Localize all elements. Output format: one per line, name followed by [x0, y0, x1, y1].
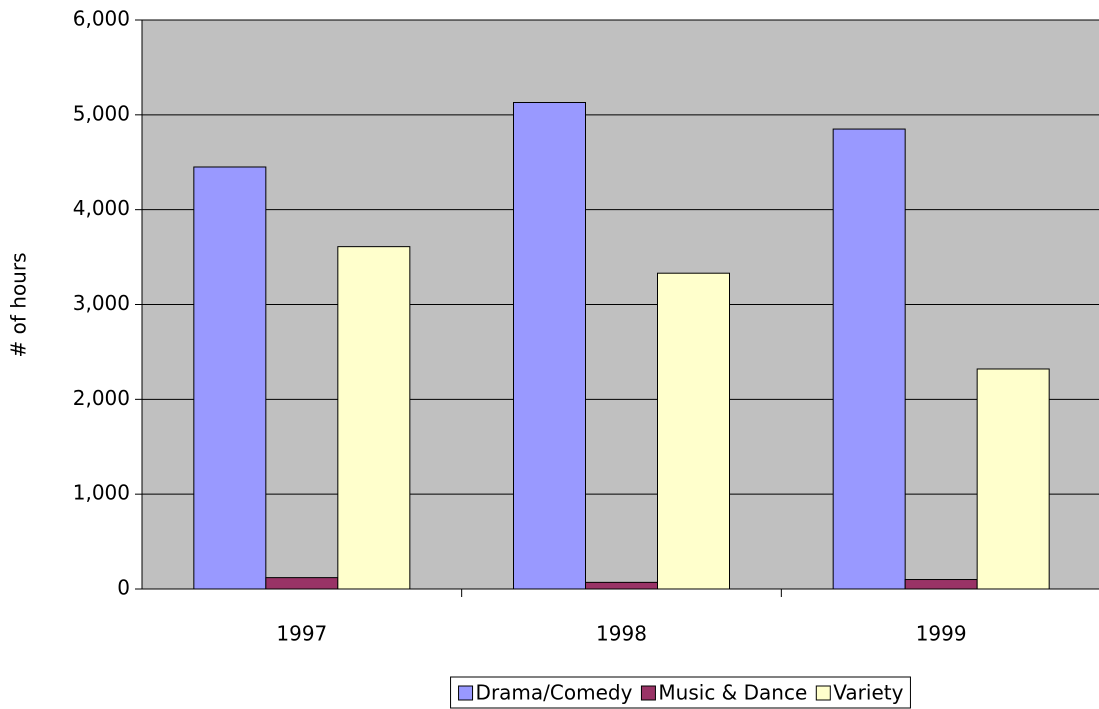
- x-tick-label: 1998: [596, 622, 647, 646]
- legend: Drama/Comedy Music & Dance Variety: [450, 676, 911, 709]
- legend-swatch: [640, 685, 656, 701]
- bar: [976, 368, 1050, 590]
- bar: [513, 102, 586, 590]
- y-tick-label: 2,000: [73, 386, 130, 410]
- y-tick-label: 4,000: [73, 196, 130, 220]
- y-axis-label: # of hours: [7, 253, 31, 358]
- bar: [657, 272, 730, 590]
- legend-swatch: [815, 685, 831, 701]
- legend-label: Drama/Comedy: [476, 681, 633, 705]
- y-tick-label: 0: [117, 576, 130, 600]
- bar: [585, 581, 658, 590]
- legend-swatch: [458, 685, 474, 701]
- bar: [904, 579, 978, 590]
- y-tick-label: 1,000: [73, 481, 130, 505]
- y-tick-label: 6,000: [73, 7, 130, 31]
- bar: [265, 577, 339, 590]
- bar: [832, 128, 906, 590]
- x-tick-label: 1997: [276, 622, 327, 646]
- y-tick-label: 5,000: [73, 101, 130, 125]
- bar: [193, 166, 267, 590]
- legend-box: [450, 676, 911, 709]
- x-tick-label: 1999: [916, 622, 967, 646]
- bar: [337, 246, 411, 590]
- legend-label: Variety: [833, 681, 903, 705]
- y-tick-label: 3,000: [73, 291, 130, 315]
- legend-label: Music & Dance: [658, 681, 807, 705]
